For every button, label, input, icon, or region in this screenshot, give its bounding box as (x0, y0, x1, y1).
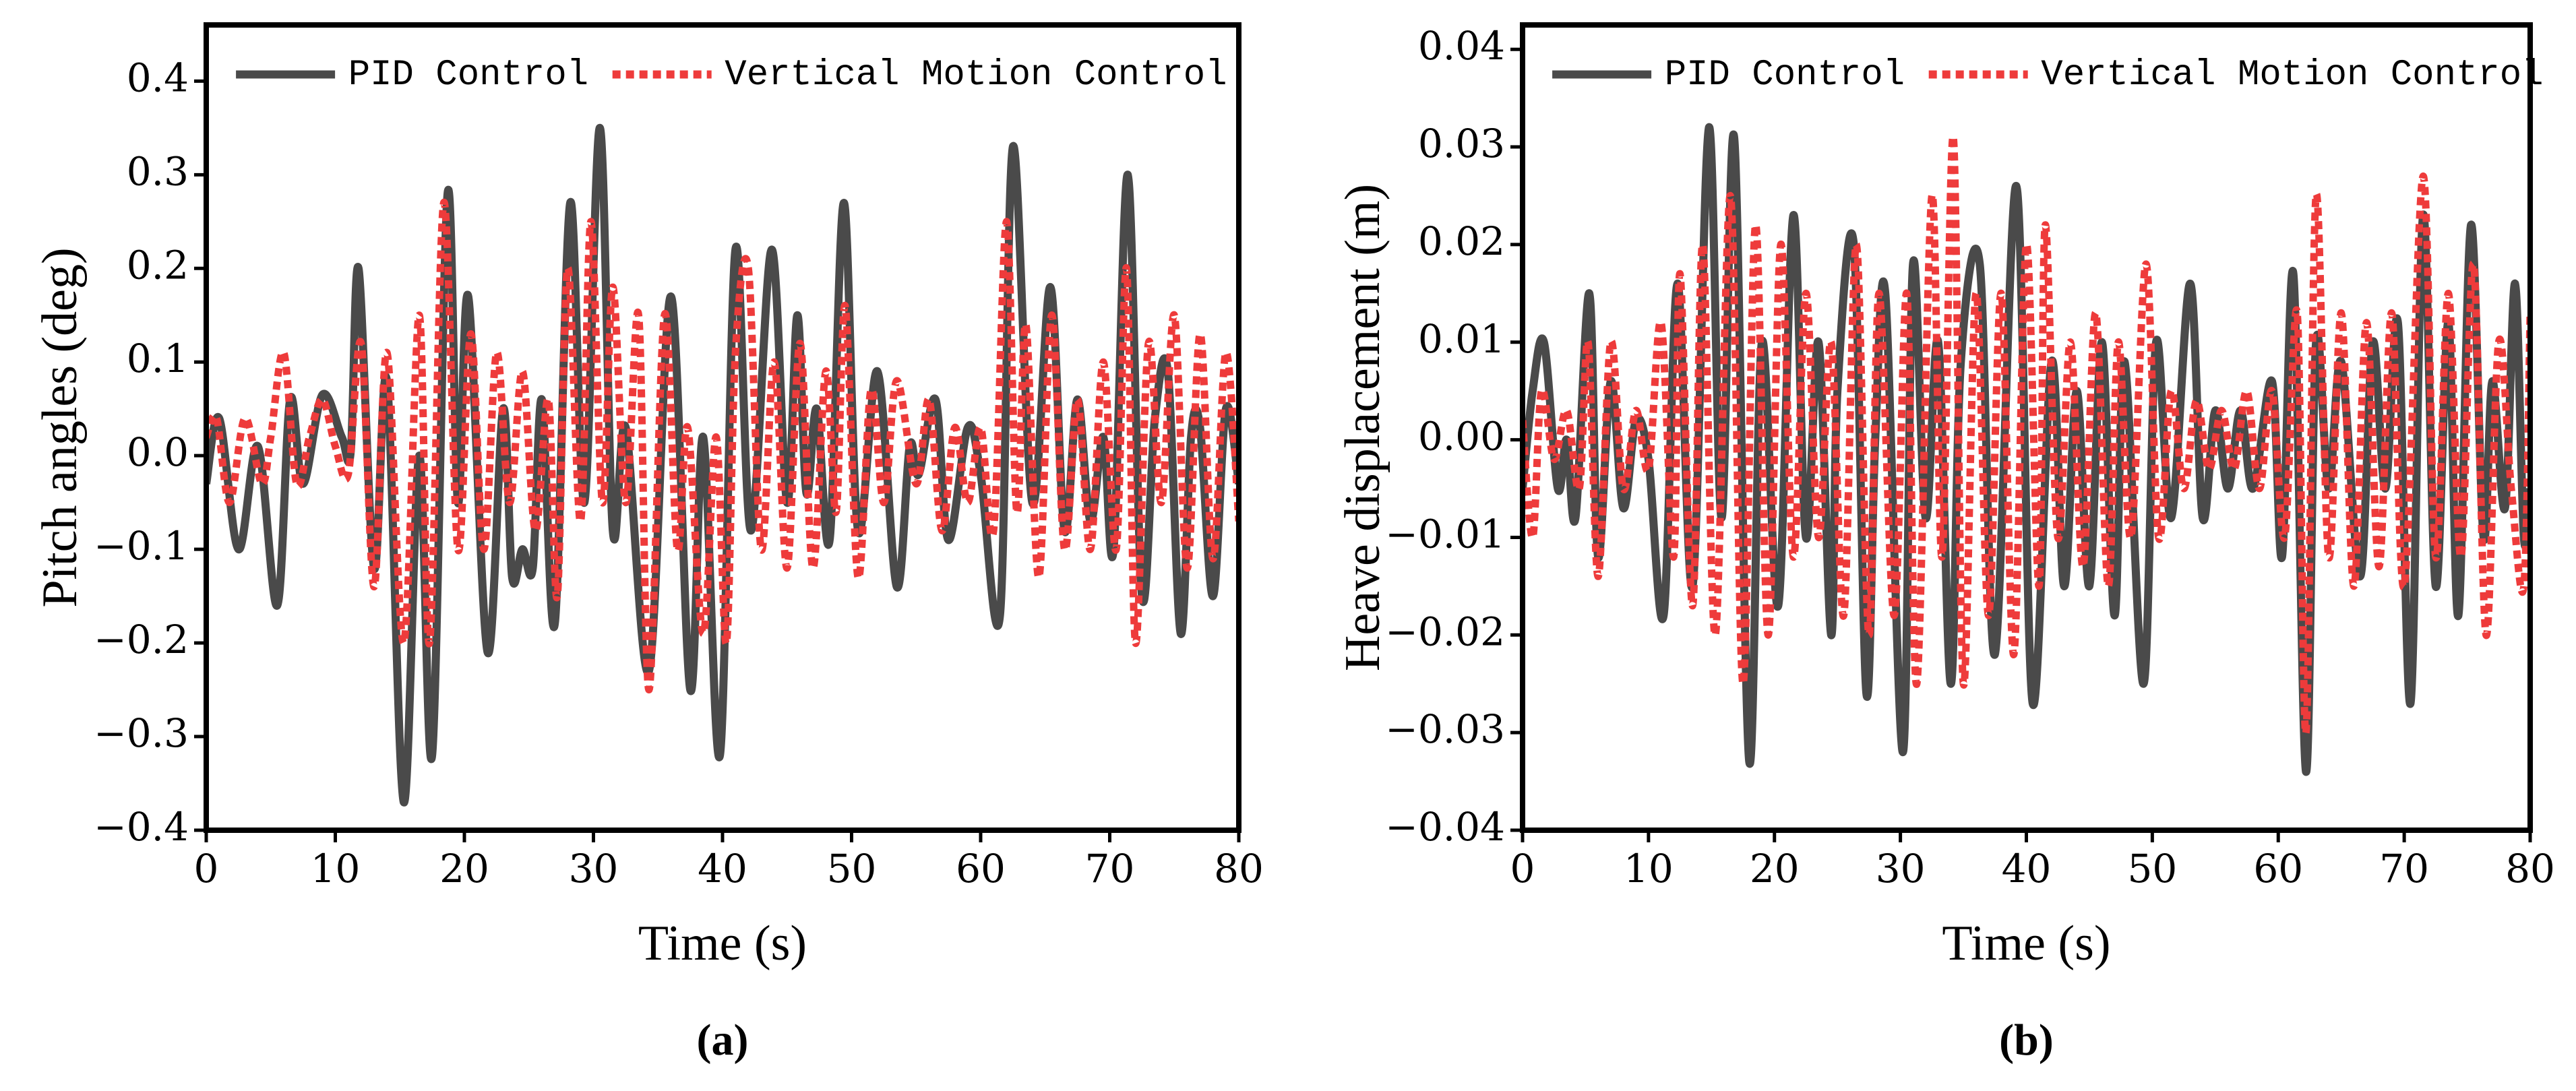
x-tick-label: 60 (2253, 846, 2303, 892)
x-tick-label: 10 (311, 846, 361, 892)
x-tick-label: 50 (827, 846, 877, 892)
x-tick-label: 60 (956, 846, 1006, 892)
y-tick-label: −0.03 (1385, 706, 1505, 752)
y-tick-label: −0.3 (94, 710, 189, 756)
y-tick-label: 0.00 (1418, 414, 1505, 460)
y-tick-label: −0.1 (94, 523, 189, 569)
y-tick-label: 0.03 (1418, 121, 1505, 166)
y-tick-label: 0.3 (127, 148, 189, 194)
y-tick-label: 0.01 (1418, 316, 1505, 362)
x-tick-label: 20 (1750, 846, 1800, 892)
x-tick-label: 20 (439, 846, 489, 892)
y-tick-label: 0.02 (1418, 218, 1505, 264)
y-tick-label: 0.4 (127, 55, 189, 100)
x-tick-label: 30 (569, 846, 619, 892)
legend-label: Vertical Motion Control (2041, 55, 2543, 96)
legend-label: Vertical Motion Control (725, 55, 1227, 96)
caption: (a) (697, 1016, 749, 1065)
plot-frame (204, 22, 1241, 833)
y-tick-label: −0.2 (94, 617, 189, 662)
y-tick-label: 0.2 (127, 242, 189, 288)
y-axis-title: Heave displacement (m) (1335, 184, 1390, 671)
x-tick-label: 10 (1624, 846, 1674, 892)
y-axis-title: Pitch angles (deg) (32, 247, 88, 607)
y-tick-label: 0.1 (127, 336, 189, 381)
y-tick-label: −0.04 (1385, 804, 1505, 850)
plot-frame (1520, 22, 2533, 833)
series-line (206, 123, 1239, 807)
x-tick-label: 80 (1214, 846, 1264, 892)
x-tick-label: 70 (1085, 846, 1135, 892)
series-line (1523, 133, 2530, 737)
series-line (206, 199, 1239, 694)
x-axis-title: Time (s) (638, 916, 807, 971)
y-tick-label: −0.4 (94, 804, 189, 850)
x-tick-label: 70 (2379, 846, 2429, 892)
y-tick-label: 0.04 (1418, 23, 1505, 69)
y-tick-label: −0.02 (1385, 609, 1505, 654)
x-tick-label: 0 (194, 846, 219, 892)
y-tick-label: 0.0 (127, 429, 189, 475)
x-axis-title: Time (s) (1942, 916, 2110, 971)
legend-label: PID Control (1665, 55, 1905, 96)
x-tick-label: 30 (1876, 846, 1926, 892)
x-tick-label: 50 (2127, 846, 2177, 892)
series-line (1523, 123, 2530, 776)
x-tick-label: 40 (2002, 846, 2052, 892)
caption: (b) (1999, 1016, 2054, 1065)
legend-label: PID Control (348, 55, 588, 96)
y-tick-label: −0.01 (1385, 511, 1505, 557)
x-tick-label: 0 (1510, 846, 1535, 892)
x-tick-label: 40 (698, 846, 747, 892)
x-tick-label: 80 (2505, 846, 2555, 892)
